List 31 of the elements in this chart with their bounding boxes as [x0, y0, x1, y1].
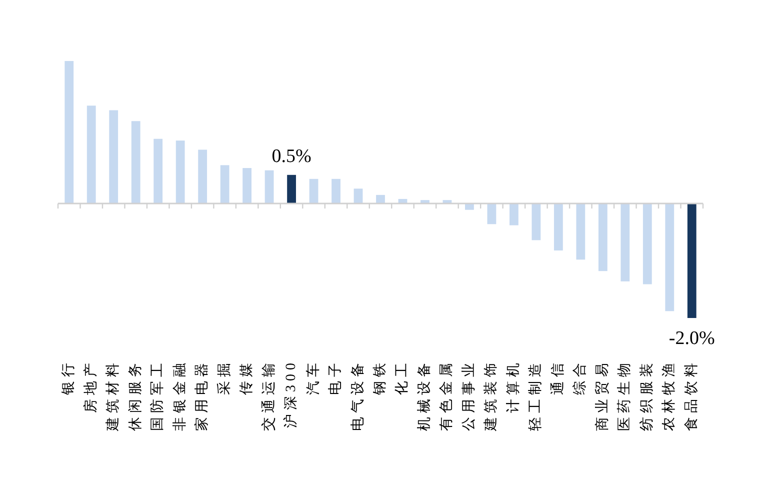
x-tick-label: 轻工制造: [528, 359, 544, 431]
x-tick-label: 沪深300: [283, 359, 300, 428]
x-tick-label: 采掘: [216, 359, 232, 395]
x-tick-label: 食品饮料: [683, 359, 700, 431]
x-tick-label: 商业贸易: [594, 359, 610, 431]
x-tick-label: 农林牧渔: [661, 359, 678, 431]
x-tick-label: 汽车: [305, 359, 322, 395]
x-tick-label: 机械设备: [416, 359, 432, 431]
x-tick-label: 计算机: [505, 359, 522, 413]
x-tick-label: 综合: [572, 359, 588, 395]
x-tick-label: 房地产: [82, 359, 99, 413]
x-tick-label: 家用电器: [194, 359, 210, 431]
x-tick-label: 电子: [328, 359, 344, 395]
x-tick-label: 纺织服装: [638, 359, 655, 431]
x-tick-label: 建筑材料: [105, 359, 122, 432]
data-label: 0.5%: [272, 146, 312, 167]
x-tick-label: 钢铁: [372, 359, 388, 396]
x-tick-label: 传媒: [238, 359, 255, 395]
x-tick-label: 有色金属: [438, 359, 455, 431]
x-tick-label: 休闲服务: [127, 359, 144, 431]
x-tick-label: 化工: [394, 359, 410, 395]
x-tick-label: 非银金融: [172, 359, 188, 431]
x-tick-label: 通信: [550, 359, 566, 395]
x-tick-label: 交通运输: [260, 359, 277, 431]
x-tick-label: 医药生物: [616, 359, 633, 431]
x-tick-label: 国防军工: [150, 359, 166, 431]
x-tick-label: 电气设备: [350, 359, 366, 431]
x-tick-label: 银行: [60, 359, 77, 396]
x-tick-label: 建筑装饰: [483, 359, 500, 432]
data-label: -2.0%: [668, 328, 716, 349]
x-tick-label: 公用事业: [460, 359, 477, 431]
